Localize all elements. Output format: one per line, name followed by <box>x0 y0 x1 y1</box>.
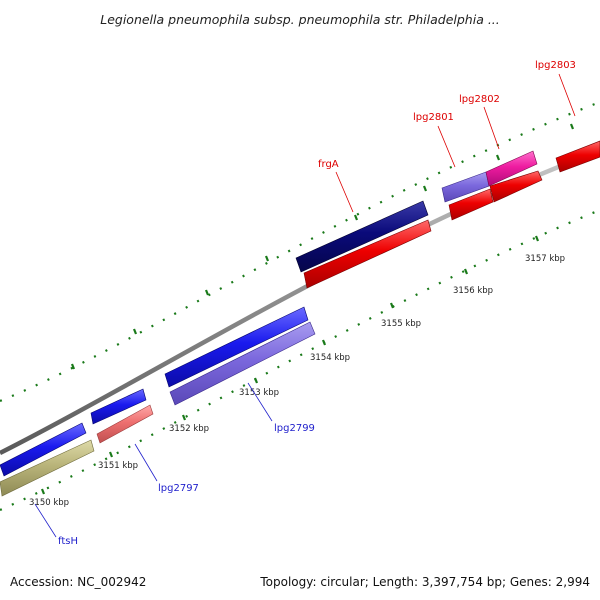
outer-major-ticks <box>70 123 575 370</box>
gene-labels: ftsH lpg2797 lpg2799 frgA lpg2801 lpg280… <box>34 60 576 547</box>
leader-frgA <box>335 171 354 213</box>
kbp-label: 3157 kbp <box>525 254 565 264</box>
gene-lpg2797b[interactable] <box>90 388 147 425</box>
map-title: Legionella pneumophila subsp. pneumophil… <box>100 12 500 27</box>
leader-lpg2801 <box>437 125 456 168</box>
reverse-strand-genes <box>0 321 316 497</box>
kbp-label: 3154 kbp <box>310 353 350 363</box>
gene-lpg2801[interactable] <box>448 188 494 221</box>
kbp-labels: 3150 kbp 3151 kbp 3152 kbp 3153 kbp 3154… <box>29 254 565 508</box>
outer-tick-track <box>0 100 600 403</box>
label-lpg2803[interactable]: lpg2803 <box>535 60 576 71</box>
leader-lpg2803 <box>558 73 576 117</box>
kbp-label: 3153 kbp <box>239 388 279 398</box>
gene-lpg2803[interactable] <box>555 140 600 173</box>
label-lpg2802[interactable]: lpg2802 <box>459 94 500 105</box>
kbp-label: 3150 kbp <box>29 498 69 508</box>
gene-ftsH[interactable] <box>0 439 95 497</box>
kbp-label: 3155 kbp <box>381 319 421 329</box>
gene-lpg2797[interactable] <box>96 404 154 444</box>
inner-minor-ticks <box>0 208 600 512</box>
gene-lpg2798[interactable] <box>164 306 309 388</box>
accession-text: Accession: NC_002942 <box>10 575 146 589</box>
inner-tick-track: 3150 kbp 3151 kbp 3152 kbp 3153 kbp 3154… <box>0 208 600 512</box>
outer-minor-ticks <box>0 100 600 403</box>
blue-strand-genes <box>0 306 309 477</box>
inner-major-ticks <box>40 235 540 495</box>
leader-lpg2797 <box>134 443 158 482</box>
label-lpg2799[interactable]: lpg2799 <box>274 423 315 434</box>
kbp-label: 3156 kbp <box>453 286 493 296</box>
gene-frgA-upper[interactable] <box>295 200 429 273</box>
label-ftsH[interactable]: ftsH <box>58 536 78 547</box>
label-lpg2801[interactable]: lpg2801 <box>413 112 454 123</box>
label-lpg2797[interactable]: lpg2797 <box>158 483 199 494</box>
genome-backbone <box>0 148 600 456</box>
gene-frgA[interactable] <box>303 219 432 289</box>
gene-lpg2799[interactable] <box>169 321 316 406</box>
label-frgA[interactable]: frgA <box>318 159 339 170</box>
gene-lpg2802-lower[interactable] <box>489 170 543 203</box>
gene-lpg2802[interactable] <box>485 150 538 187</box>
leader-lpg2799 <box>247 382 273 422</box>
kbp-label: 3152 kbp <box>169 424 209 434</box>
genome-summary-text: Topology: circular; Length: 3,397,754 bp… <box>259 575 590 589</box>
leader-ftsH <box>34 503 57 538</box>
forward-strand-genes <box>295 140 600 289</box>
leader-lpg2802 <box>483 106 500 150</box>
kbp-label: 3151 kbp <box>98 461 138 471</box>
gene-lpg2796[interactable] <box>0 422 87 477</box>
